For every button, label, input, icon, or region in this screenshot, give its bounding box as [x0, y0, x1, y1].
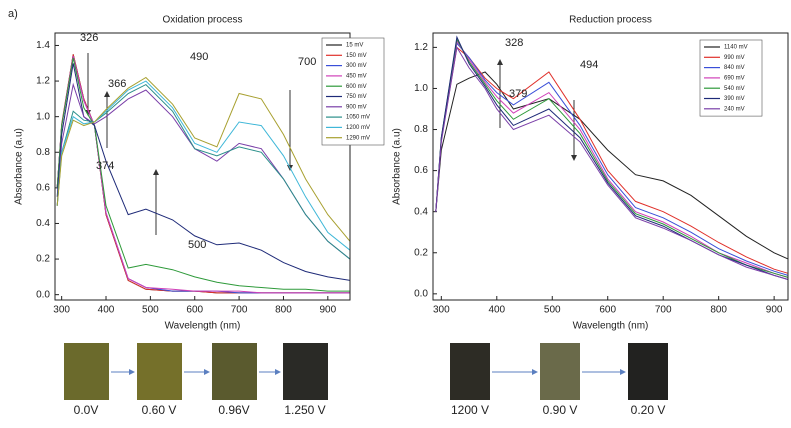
- x-tick-label: 700: [231, 305, 248, 316]
- y-axis-label: Absorbance (a.u): [392, 128, 403, 205]
- caption: 0.96V: [218, 403, 249, 417]
- photo: [283, 343, 328, 400]
- series-line: [56, 76, 351, 242]
- series-line: [56, 80, 351, 251]
- photo: [137, 343, 182, 400]
- x-axis-label: Wavelength (nm): [573, 321, 649, 332]
- legend-label: 450 mV: [346, 73, 367, 79]
- series-line: [435, 45, 789, 280]
- panel-label: a): [8, 8, 18, 20]
- legend-label: 840 mV: [724, 65, 745, 71]
- legend-label: 1290 mV: [346, 135, 370, 141]
- legend-label: 900 mV: [346, 104, 367, 110]
- annotation: 326: [80, 32, 98, 44]
- annotation: 366: [108, 78, 126, 90]
- x-tick-label: 700: [655, 305, 672, 316]
- caption: 1.250 V: [284, 403, 325, 417]
- legend-label: 1050 mV: [346, 115, 370, 121]
- x-tick-label: 900: [766, 305, 783, 316]
- y-tick-label: 1.0: [414, 83, 428, 94]
- series-line: [56, 83, 351, 260]
- x-tick-label: 400: [98, 305, 115, 316]
- x-tick-label: 600: [186, 305, 203, 316]
- x-tick-label: 500: [142, 305, 159, 316]
- y-tick-label: 1.0: [36, 111, 50, 122]
- series-line: [56, 57, 350, 292]
- y-tick-label: 1.2: [414, 42, 428, 53]
- legend-label: 15 mV: [346, 43, 363, 49]
- x-axis-label: Wavelength (nm): [165, 321, 241, 332]
- caption: 0.20 V: [631, 403, 666, 417]
- y-tick-label: 0.4: [414, 206, 428, 217]
- annotation: 379: [509, 88, 527, 100]
- annotation: 490: [190, 51, 208, 63]
- legend-label: 300 mV: [346, 63, 367, 69]
- annotation: 374: [96, 160, 114, 172]
- x-tick-label: 800: [275, 305, 292, 316]
- photo: [64, 343, 109, 400]
- y-tick-label: 0.6: [36, 183, 50, 194]
- legend-label: 750 mV: [346, 94, 367, 100]
- x-tick-label: 400: [488, 305, 505, 316]
- photos: [64, 343, 668, 400]
- legend-label: 600 mV: [346, 84, 367, 90]
- y-tick-label: 1.2: [36, 76, 50, 87]
- y-tick-label: 0.6: [414, 165, 428, 176]
- caption: 0.0V: [74, 403, 99, 417]
- plot-frame: [432, 32, 789, 301]
- photo-captions: 0.0V 0.60 V 0.96V 1.250 V 1200 V 0.90 V …: [74, 403, 666, 417]
- y-tick-label: 0.8: [414, 124, 428, 135]
- legend-label: 1200 mV: [346, 125, 370, 131]
- legend-label: 990 mV: [724, 55, 745, 61]
- legend-label: 390 mV: [724, 96, 745, 102]
- series-line: [435, 35, 789, 280]
- plot-frame: [54, 32, 351, 301]
- x-tick-label: 300: [53, 305, 70, 316]
- x-tick-label: 800: [710, 305, 727, 316]
- y-tick-label: 0.2: [414, 247, 428, 258]
- y-tick-label: 0.8: [36, 147, 50, 158]
- x-tick-label: 500: [544, 305, 561, 316]
- legend-label: 1140 mV: [724, 45, 748, 51]
- y-axis-label: Absorbance (a.u): [14, 128, 25, 205]
- y-tick-label: 0.4: [36, 218, 50, 229]
- annotation: 328: [505, 37, 523, 49]
- photo: [540, 343, 580, 400]
- x-tick-label: 600: [599, 305, 616, 316]
- legend-label: 540 mV: [724, 86, 745, 92]
- annotation: 494: [580, 59, 598, 71]
- caption: 1200 V: [451, 403, 489, 417]
- photo: [628, 343, 668, 400]
- annotation: 700: [298, 56, 316, 68]
- legend-label: 150 mV: [346, 53, 367, 59]
- chart-title: Oxidation process: [162, 15, 242, 26]
- y-tick-label: 0.0: [414, 288, 428, 299]
- x-tick-label: 900: [319, 305, 336, 316]
- chart-title: Reduction process: [569, 15, 652, 26]
- y-tick-label: 1.4: [36, 40, 50, 51]
- annotation: 500: [188, 239, 206, 251]
- y-tick-label: 0.2: [36, 254, 50, 265]
- legend-label: 690 mV: [724, 75, 745, 81]
- photo: [212, 343, 257, 400]
- x-tick-label: 300: [433, 305, 450, 316]
- series-line: [56, 55, 350, 294]
- caption: 0.90 V: [543, 403, 578, 417]
- caption: 0.60 V: [142, 403, 177, 417]
- legend-label: 240 mV: [724, 106, 745, 112]
- series-line: [56, 63, 351, 281]
- y-tick-label: 0.0: [36, 289, 50, 300]
- photo: [450, 343, 490, 400]
